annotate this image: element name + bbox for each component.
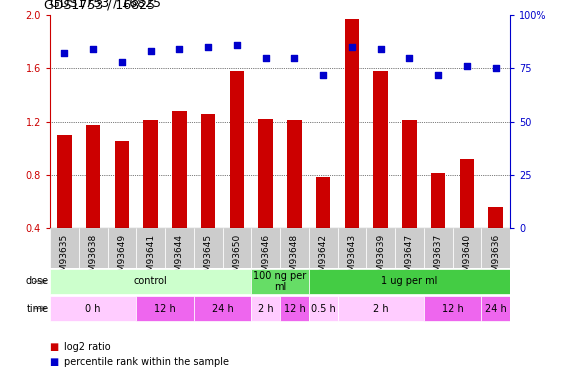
Point [347, 44, 356, 50]
Bar [136, 296, 194, 321]
Text: 2 h: 2 h [258, 303, 273, 313]
Bar [201, 114, 215, 228]
Text: GSM93643: GSM93643 [347, 234, 356, 283]
Text: dose: dose [26, 276, 49, 286]
Point [261, 55, 270, 61]
Bar [251, 268, 309, 294]
Text: 2 h: 2 h [373, 303, 388, 313]
Text: percentile rank within the sample: percentile rank within the sample [64, 357, 229, 367]
Bar [108, 228, 136, 268]
Bar [338, 228, 366, 268]
Text: 0.5 h: 0.5 h [311, 303, 335, 313]
Text: GSM93636: GSM93636 [491, 234, 500, 283]
Text: 12 h: 12 h [154, 303, 176, 313]
Text: ■: ■ [50, 357, 62, 367]
Bar [223, 228, 251, 268]
Text: GSM93638: GSM93638 [89, 234, 98, 283]
Text: control: control [134, 276, 168, 286]
Bar [251, 296, 280, 321]
Text: 12 h: 12 h [442, 303, 463, 313]
Bar [259, 119, 273, 228]
Bar [309, 296, 338, 321]
Text: GSM93646: GSM93646 [261, 234, 270, 283]
Point [405, 55, 414, 61]
Bar [136, 228, 165, 268]
Text: 100 ng per
ml: 100 ng per ml [254, 271, 307, 292]
Text: GSM93635: GSM93635 [60, 234, 69, 283]
Bar [50, 228, 79, 268]
Text: GSM93647: GSM93647 [405, 234, 414, 283]
Bar [79, 228, 108, 268]
Point [89, 46, 98, 52]
Point [146, 48, 155, 54]
Text: GDS1753 / 16825: GDS1753 / 16825 [44, 0, 155, 11]
Bar [50, 268, 251, 294]
Bar [481, 228, 510, 268]
Point [290, 55, 299, 61]
Text: GSM93639: GSM93639 [376, 234, 385, 283]
Bar [309, 228, 338, 268]
Bar [50, 296, 136, 321]
Bar [57, 135, 72, 228]
Point [60, 50, 69, 56]
Text: GDS1753 / 16825: GDS1753 / 16825 [50, 0, 161, 10]
Bar [229, 71, 244, 228]
Text: ■: ■ [50, 342, 62, 352]
Text: log2 ratio: log2 ratio [64, 342, 111, 352]
Bar [194, 228, 223, 268]
Bar [402, 120, 417, 228]
Bar [280, 228, 309, 268]
Point [491, 65, 500, 71]
Bar [453, 228, 481, 268]
Text: 24 h: 24 h [211, 303, 233, 313]
Bar [395, 228, 424, 268]
Bar [481, 296, 510, 321]
Point [462, 63, 471, 69]
Bar [165, 228, 194, 268]
Bar [431, 173, 445, 228]
Text: 0 h: 0 h [85, 303, 101, 313]
Text: GSM93640: GSM93640 [462, 234, 471, 283]
Bar [172, 111, 187, 228]
Text: GSM93649: GSM93649 [117, 234, 126, 283]
Bar [280, 296, 309, 321]
Bar [489, 207, 503, 228]
Text: GSM93637: GSM93637 [434, 234, 443, 283]
Bar [338, 296, 424, 321]
Bar [424, 296, 481, 321]
Point [232, 42, 241, 48]
Text: GSM93648: GSM93648 [290, 234, 299, 283]
Bar [316, 177, 330, 228]
Point [117, 59, 126, 65]
Text: GSM93650: GSM93650 [232, 234, 241, 283]
Text: time: time [27, 303, 49, 313]
Text: 1 ug per ml: 1 ug per ml [381, 276, 438, 286]
Bar [86, 126, 100, 228]
Point [376, 46, 385, 52]
Text: GSM93642: GSM93642 [319, 234, 328, 283]
Text: GSM93641: GSM93641 [146, 234, 155, 283]
Bar [287, 120, 302, 228]
Point [204, 44, 213, 50]
Text: GSM93644: GSM93644 [175, 234, 184, 283]
Bar [366, 228, 395, 268]
Bar [251, 228, 280, 268]
Bar [144, 120, 158, 228]
Text: 24 h: 24 h [485, 303, 507, 313]
Point [175, 46, 184, 52]
Bar [424, 228, 453, 268]
Bar [309, 268, 510, 294]
Bar [344, 19, 359, 228]
Text: 12 h: 12 h [283, 303, 305, 313]
Point [434, 72, 443, 78]
Text: GSM93645: GSM93645 [204, 234, 213, 283]
Bar [459, 159, 474, 228]
Bar [114, 141, 129, 228]
Bar [374, 71, 388, 228]
Point [319, 72, 328, 78]
Bar [194, 296, 251, 321]
